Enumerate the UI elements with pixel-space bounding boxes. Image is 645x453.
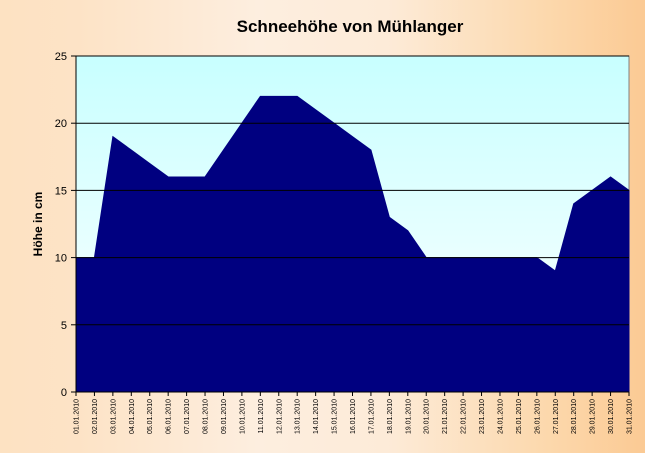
x-tick-label: 20.01.2010	[424, 399, 431, 434]
x-tick-label: 29.01.2010	[590, 399, 597, 434]
x-tick-label: 28.01.2010	[571, 399, 578, 434]
y-tick-label: 20	[55, 118, 67, 130]
y-tick-label: 25	[55, 51, 67, 63]
y-tick-label: 0	[61, 387, 67, 399]
x-tick-label: 08.01.2010	[203, 399, 210, 434]
x-tick-label: 01.01.2010	[74, 399, 81, 434]
x-tick-label: 12.01.2010	[276, 399, 283, 434]
x-tick-label: 03.01.2010	[110, 399, 117, 434]
x-tick-label: 04.01.2010	[129, 399, 136, 434]
x-tick-label: 26.01.2010	[534, 399, 541, 434]
x-tick-label: 10.01.2010	[239, 399, 246, 434]
x-tick-label: 31.01.2010	[627, 399, 634, 434]
x-tick-label: 11.01.2010	[258, 399, 265, 434]
x-tick-label: 07.01.2010	[184, 399, 191, 434]
x-tick-label: 02.01.2010	[92, 399, 99, 434]
x-tick-label: 18.01.2010	[387, 399, 394, 434]
x-tick-label: 25.01.2010	[516, 399, 523, 434]
x-tick-label: 23.01.2010	[479, 399, 486, 434]
x-tick-label: 24.01.2010	[497, 399, 504, 434]
y-tick-label: 15	[55, 185, 67, 197]
x-tick-label: 06.01.2010	[166, 399, 173, 434]
x-tick-label: 17.01.2010	[368, 399, 375, 434]
series-area	[75, 95, 630, 393]
y-axis-label: Höhe in cm	[31, 192, 45, 257]
x-tick-label: 22.01.2010	[461, 399, 468, 434]
y-tick-label: 10	[55, 253, 67, 265]
x-tick-label: 27.01.2010	[553, 399, 560, 434]
x-tick-label: 15.01.2010	[332, 399, 339, 434]
y-tick-label: 5	[61, 320, 67, 332]
x-tick-label: 14.01.2010	[313, 399, 320, 434]
x-tick-label: 16.01.2010	[350, 399, 357, 434]
x-tick-label: 19.01.2010	[405, 399, 412, 434]
x-tick-label: 30.01.2010	[608, 399, 615, 434]
x-tick-label: 05.01.2010	[147, 399, 154, 434]
chart-title: Schneehöhe von Mühlanger	[237, 17, 464, 36]
x-tick-label: 21.01.2010	[442, 399, 449, 434]
x-tick-label: 13.01.2010	[295, 399, 302, 434]
x-tick-label: 09.01.2010	[221, 399, 228, 434]
